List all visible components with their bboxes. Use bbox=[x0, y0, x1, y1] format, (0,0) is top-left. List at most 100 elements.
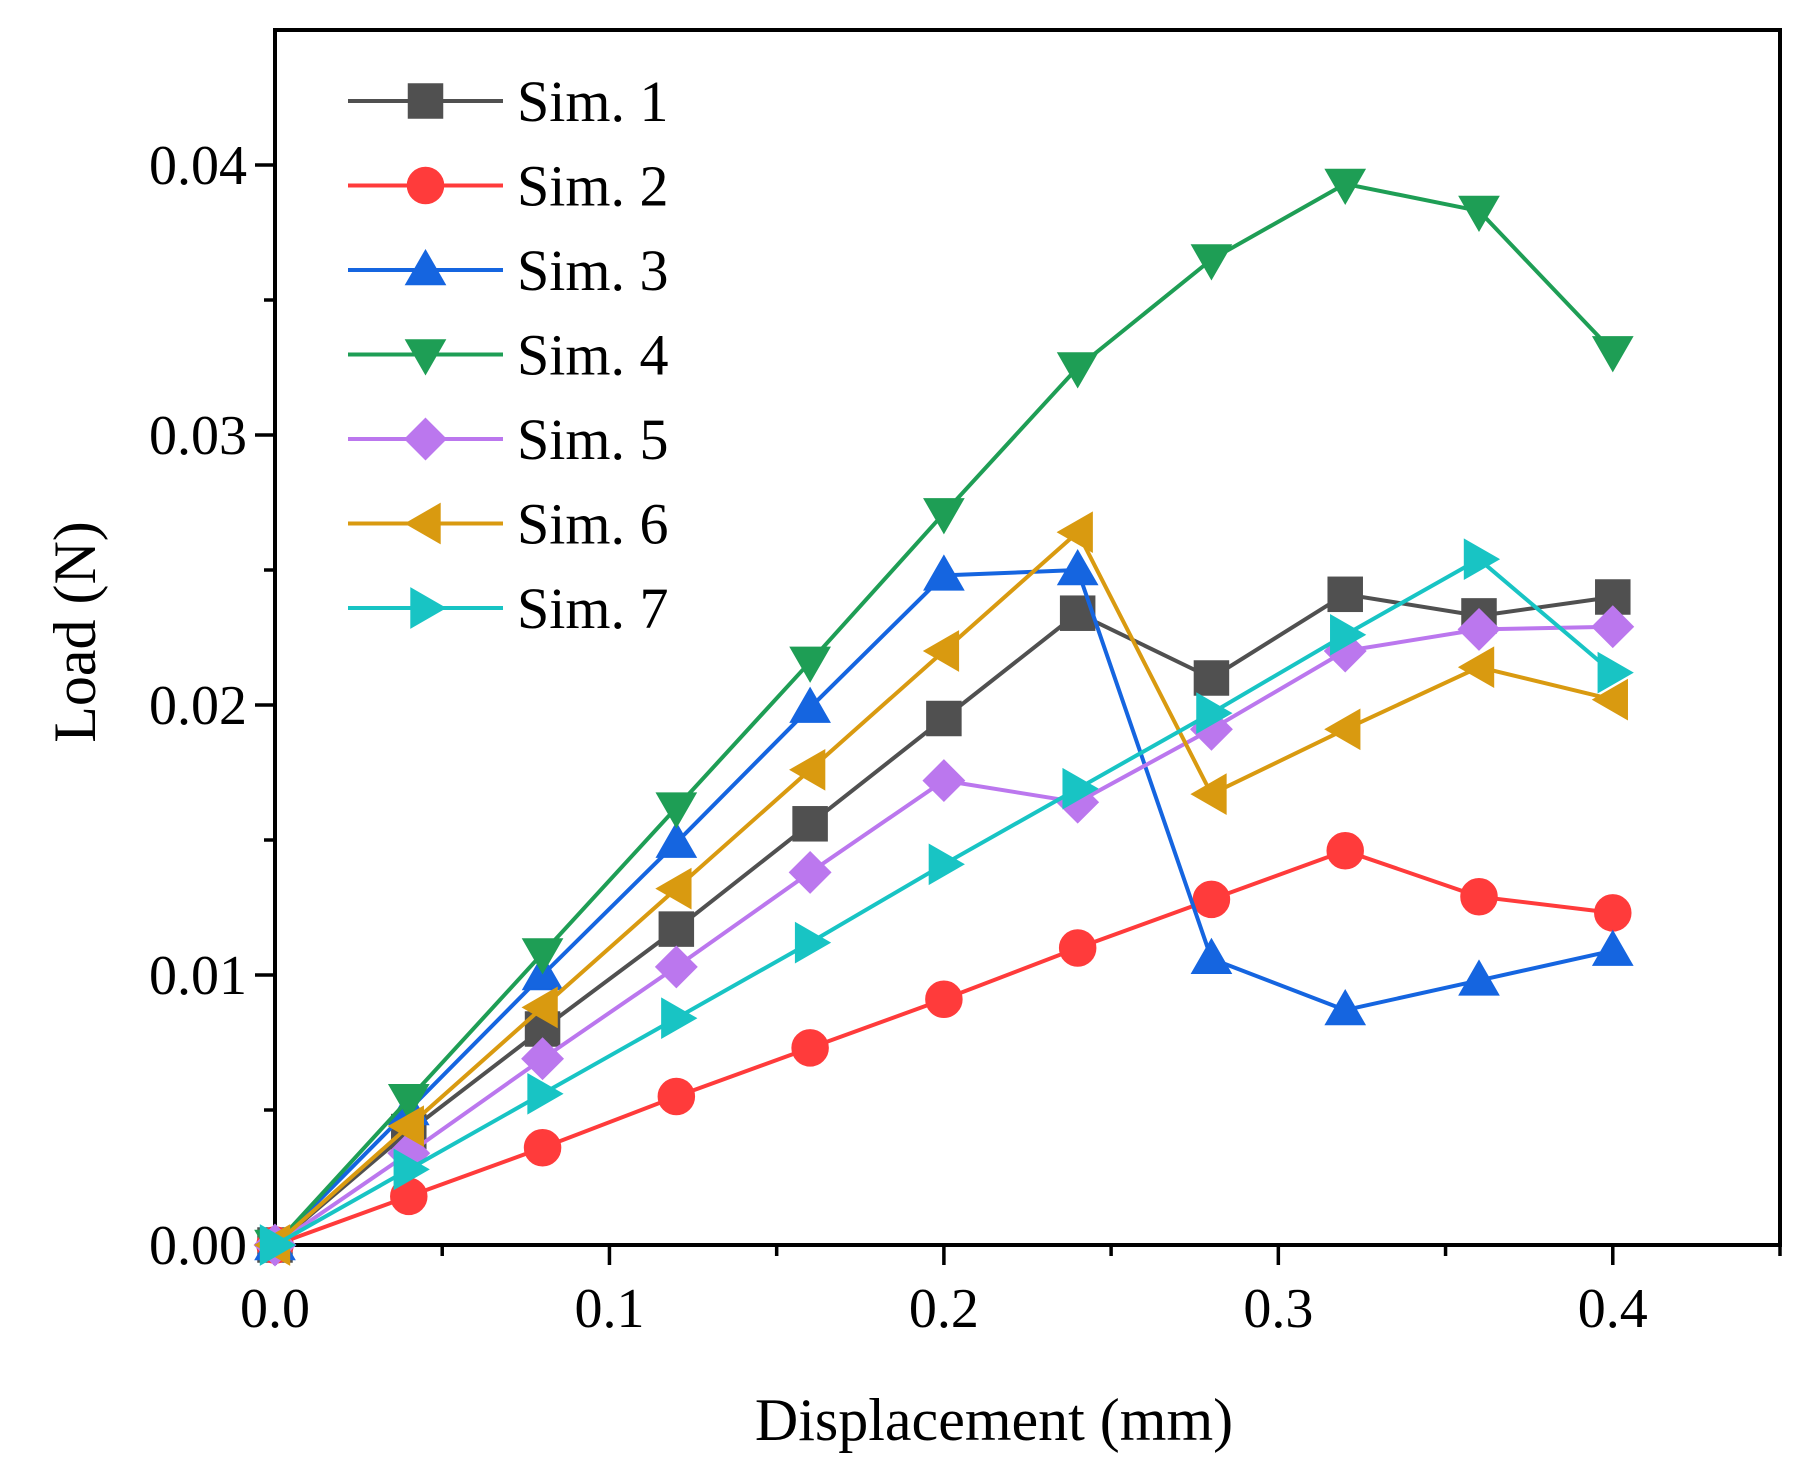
y-tick-label: 0.00 bbox=[149, 1215, 247, 1277]
plot-border bbox=[273, 28, 1782, 1247]
data-point bbox=[527, 1072, 564, 1115]
data-point bbox=[923, 498, 965, 535]
data-point bbox=[655, 867, 692, 910]
legend-entry: Sim. 7 bbox=[348, 576, 669, 641]
data-point bbox=[789, 686, 831, 723]
data-point bbox=[1458, 195, 1500, 232]
data-point bbox=[521, 1037, 565, 1081]
y-tick-label: 0.01 bbox=[149, 945, 247, 1007]
data-point bbox=[387, 1105, 424, 1148]
data-point bbox=[521, 986, 558, 1029]
data-point bbox=[1594, 894, 1632, 932]
data-point bbox=[922, 759, 966, 803]
data-point bbox=[1056, 511, 1093, 554]
legend-marker bbox=[404, 417, 447, 461]
data-point bbox=[1190, 244, 1233, 281]
y-tick-label: 0.04 bbox=[149, 135, 247, 197]
y-tick-label: 0.03 bbox=[149, 405, 247, 467]
x-axis-label: Displacement (mm) bbox=[755, 1387, 1233, 1453]
series-line bbox=[274, 848, 1614, 1247]
x-tick-label: 0.3 bbox=[1243, 1278, 1313, 1340]
data-point bbox=[794, 921, 832, 964]
data-point bbox=[1190, 937, 1233, 974]
y-axis-label: Load (N) bbox=[42, 521, 108, 743]
data-point bbox=[792, 806, 828, 842]
data-point bbox=[1591, 605, 1635, 649]
data-point bbox=[655, 821, 698, 858]
x-tick-label: 0.4 bbox=[1578, 1278, 1648, 1340]
data-point bbox=[791, 1029, 829, 1067]
legend-label: Sim. 7 bbox=[517, 576, 669, 641]
data-point bbox=[654, 945, 698, 989]
series-sim-7 bbox=[259, 538, 1634, 1266]
data-point bbox=[661, 997, 698, 1040]
legend-entry: Sim. 6 bbox=[348, 492, 669, 557]
series-line bbox=[273, 592, 1614, 1247]
series-sim-6 bbox=[253, 511, 1628, 1266]
legend-marker bbox=[410, 587, 447, 629]
legend: Sim. 1 Sim. 2 Sim. 3 Sim. 4 Sim. 5 Sim. 6 Sim.… bbox=[348, 69, 669, 641]
data-point bbox=[658, 911, 695, 947]
data-point bbox=[1056, 548, 1099, 586]
legend-marker bbox=[407, 83, 444, 119]
data-point bbox=[928, 843, 965, 886]
data-point bbox=[1058, 929, 1097, 967]
data-point bbox=[789, 646, 831, 683]
series-sim-4 bbox=[254, 168, 1634, 1267]
data-point bbox=[1591, 336, 1634, 373]
data-point bbox=[926, 700, 962, 737]
data-point bbox=[1193, 660, 1230, 696]
data-point bbox=[788, 850, 832, 894]
data-point bbox=[1330, 613, 1367, 656]
legend-entry: Sim. 2 bbox=[348, 154, 669, 219]
legend-label: Sim. 6 bbox=[517, 492, 669, 557]
axis-ticks: 0.0 0.1 0.2 0.3 0.4 0.00 0.01 0.02 0.03 0.04 bbox=[149, 135, 1782, 1340]
data-point bbox=[1591, 678, 1628, 721]
data-point bbox=[523, 1129, 562, 1167]
data-point bbox=[925, 980, 963, 1019]
series-line bbox=[273, 568, 1614, 1247]
data-point bbox=[393, 1148, 430, 1191]
x-tick-label: 0.0 bbox=[240, 1278, 310, 1340]
data-point bbox=[1324, 168, 1367, 205]
data-point bbox=[922, 630, 960, 672]
series-layer bbox=[253, 168, 1635, 1267]
data-point bbox=[1324, 708, 1361, 751]
legend-entry: Sim. 1 bbox=[348, 69, 669, 134]
legend-marker bbox=[406, 166, 445, 205]
y-tick-label: 0.02 bbox=[149, 675, 247, 737]
data-point bbox=[1463, 538, 1501, 581]
data-point bbox=[789, 748, 826, 791]
data-point bbox=[1591, 929, 1634, 966]
data-point bbox=[1457, 607, 1501, 651]
x-tick-label: 0.1 bbox=[574, 1278, 644, 1340]
data-point bbox=[1327, 576, 1363, 613]
legend-label: Sim. 3 bbox=[517, 238, 669, 303]
legend-marker bbox=[404, 502, 441, 545]
data-point bbox=[1056, 352, 1099, 389]
data-point bbox=[923, 554, 965, 591]
series-sim-2 bbox=[256, 832, 1632, 1264]
data-point bbox=[259, 1224, 297, 1266]
data-point bbox=[1326, 832, 1364, 870]
x-tick-label: 0.2 bbox=[909, 1278, 979, 1340]
data-point bbox=[1597, 651, 1634, 694]
legend-entry: Sim. 4 bbox=[348, 323, 669, 388]
data-point bbox=[1457, 646, 1495, 689]
data-point bbox=[1458, 959, 1500, 996]
data-point bbox=[1192, 880, 1231, 919]
legend-label: Sim. 5 bbox=[517, 407, 669, 472]
data-point bbox=[521, 938, 564, 975]
legend-entry: Sim. 3 bbox=[348, 238, 669, 303]
data-point bbox=[387, 1084, 430, 1121]
legend-label: Sim. 2 bbox=[517, 154, 669, 219]
legend-label: Sim. 1 bbox=[517, 69, 669, 134]
data-point bbox=[1062, 767, 1099, 810]
data-point bbox=[1196, 692, 1233, 734]
data-point bbox=[1190, 773, 1227, 815]
plot-frame bbox=[273, 28, 1782, 1247]
legend-marker bbox=[404, 248, 447, 286]
data-point bbox=[1324, 989, 1367, 1026]
data-point bbox=[1460, 877, 1498, 916]
